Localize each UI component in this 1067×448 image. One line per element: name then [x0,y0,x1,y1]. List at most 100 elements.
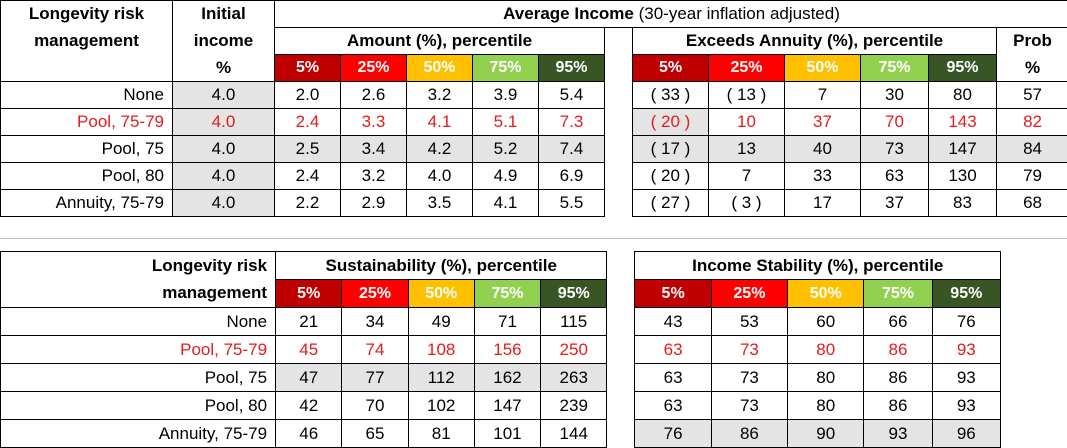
spacer [607,336,635,364]
average-income-title: Average Income [503,4,634,23]
sustainability-header: Sustainability (%), percentile [276,252,607,280]
exceeds-p95-header: 95% [929,55,997,82]
exceeds-cell: ( 13 ) [709,82,785,109]
sustain-cell: 250 [541,336,607,364]
spacer [607,392,635,420]
sustain-cell: 34 [342,308,408,336]
exceeds-header: Exceeds Annuity (%), percentile [633,28,997,55]
stability-cell: 53 [711,308,787,336]
stability-cell: 90 [788,420,864,448]
average-income-header: Average Income (30-year inflation adjust… [275,1,1067,28]
stability-cell: 86 [864,392,932,420]
exceeds-cell: 40 [785,136,861,163]
sustain-cell: 147 [474,392,540,420]
amount-p5-header: 5% [275,55,341,82]
amount-cell: 3.5 [407,190,473,217]
amount-cell: 2.5 [275,136,341,163]
row-label: Annuity, 75-79 [1,420,276,448]
spacer [605,136,633,163]
header-label-line2: management [1,280,276,308]
stability-p95-header: 95% [932,280,1000,308]
stability-cell: 73 [711,364,787,392]
exceeds-cell: 7 [785,82,861,109]
stability-cell: 93 [932,392,1000,420]
amount-cell: 5.5 [539,190,605,217]
table-row: Pool, 80 4.0 2.4 3.2 4.0 4.9 6.9 ( 20 ) … [1,163,1067,190]
sustain-cell: 112 [408,364,474,392]
spacer [605,55,633,82]
sustain-cell: 70 [342,392,408,420]
amount-p50-header: 50% [407,55,473,82]
stability-cell: 76 [635,420,711,448]
amount-cell: 3.3 [341,109,407,136]
prob-cell: 82 [997,109,1067,136]
exceeds-cell: 130 [929,163,997,190]
amount-cell: 2.9 [341,190,407,217]
amount-cell: 2.2 [275,190,341,217]
row-label: None [1,308,276,336]
exceeds-cell: 143 [929,109,997,136]
spacer [607,364,635,392]
prob-cell: 57 [997,82,1067,109]
exceeds-cell: 33 [785,163,861,190]
exceeds-cell: 63 [861,163,929,190]
header-label-line1: Longevity risk [1,252,276,280]
sustain-cell: 156 [474,336,540,364]
exceeds-cell: 73 [861,136,929,163]
initial-income-cell: 4.0 [173,190,275,217]
sustain-cell: 101 [474,420,540,448]
sustain-p95-header: 95% [541,280,607,308]
sustain-cell: 47 [276,364,342,392]
exceeds-cell: 7 [709,163,785,190]
header-label-line2: management [1,28,173,55]
average-income-table: Longevity risk Initial Average Income (3… [0,0,1067,217]
stability-cell: 80 [788,336,864,364]
exceeds-cell: ( 3 ) [709,190,785,217]
exceeds-cell: 70 [861,109,929,136]
exceeds-cell: ( 17 ) [633,136,709,163]
stability-cell: 63 [635,336,711,364]
amount-cell: 2.6 [341,82,407,109]
amount-cell: 3.2 [407,82,473,109]
header-label-blank [1,55,173,82]
spacer [607,252,635,280]
table-row: Annuity, 75-79 4.0 2.2 2.9 3.5 4.1 5.5 (… [1,190,1067,217]
amount-cell: 4.1 [473,190,539,217]
table-row: Pool, 75 47 77 112 162 263 63 73 80 86 9… [1,364,1001,392]
amount-p75-header: 75% [473,55,539,82]
stability-p50-header: 50% [788,280,864,308]
header-initial-line3: % [173,55,275,82]
spacer [605,190,633,217]
exceeds-p75-header: 75% [861,55,929,82]
exceeds-cell: 37 [861,190,929,217]
amount-cell: 4.0 [407,163,473,190]
prob-cell: 84 [997,136,1067,163]
row-label: Pool, 75 [1,364,276,392]
sustain-cell: 71 [474,308,540,336]
spacer [607,308,635,336]
spacer [607,420,635,448]
row-label: Pool, 80 [1,163,173,190]
row-label: Annuity, 75-79 [1,190,173,217]
prob-header-line1: Prob [997,28,1067,55]
exceeds-cell: ( 33 ) [633,82,709,109]
row-label: Pool, 75 [1,136,173,163]
amount-cell: 3.2 [341,163,407,190]
table-row: Pool, 75 4.0 2.5 3.4 4.2 5.2 7.4 ( 17 ) … [1,136,1067,163]
exceeds-cell: ( 27 ) [633,190,709,217]
spacer [605,163,633,190]
stability-p75-header: 75% [864,280,932,308]
sustain-cell: 77 [342,364,408,392]
header-initial-line2: income [173,28,275,55]
spacer [605,82,633,109]
sustain-cell: 21 [276,308,342,336]
exceeds-p50-header: 50% [785,55,861,82]
sustain-cell: 81 [408,420,474,448]
stability-cell: 93 [864,420,932,448]
exceeds-p25-header: 25% [709,55,785,82]
amount-cell: 4.1 [407,109,473,136]
sustain-p75-header: 75% [474,280,540,308]
stability-cell: 86 [864,336,932,364]
amount-cell: 5.4 [539,82,605,109]
stability-p5-header: 5% [635,280,711,308]
